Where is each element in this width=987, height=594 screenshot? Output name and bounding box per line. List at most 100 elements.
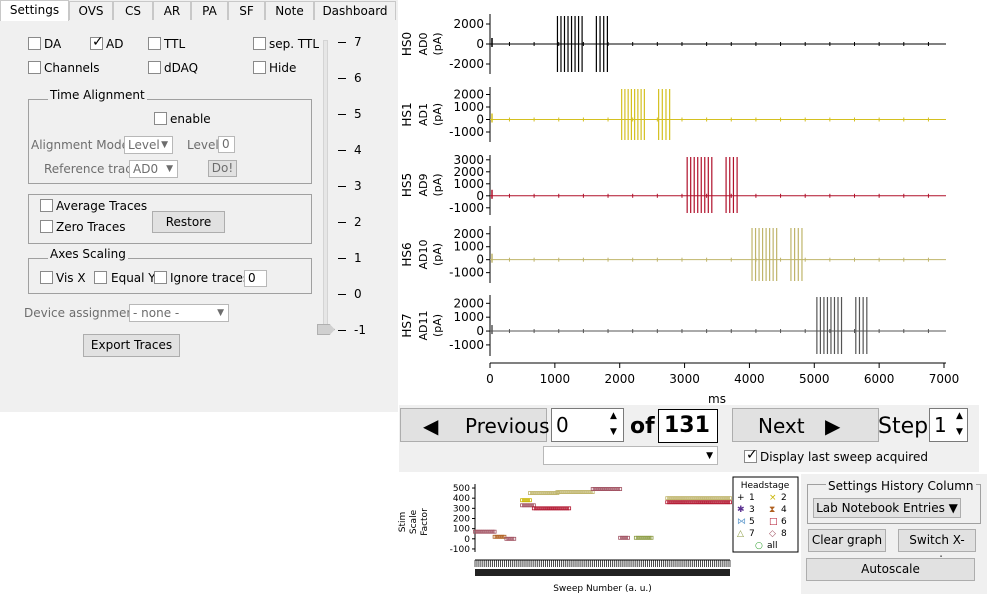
tab-sf[interactable]: SF xyxy=(228,1,265,20)
lab-notebook-entries-button[interactable]: Lab Notebook Entries ▼ xyxy=(813,498,961,518)
data-point xyxy=(565,506,570,511)
device-assignment-select[interactable]: - none - ▼ xyxy=(129,304,229,322)
tab-pa[interactable]: PA xyxy=(191,1,228,20)
previous-button[interactable]: ◀ Previous xyxy=(400,408,550,442)
y-axis-label: Scale xyxy=(409,509,419,534)
y-tick-label: 2000 xyxy=(453,227,484,241)
do-alignment-button[interactable]: Do! xyxy=(208,160,237,177)
spin-down-icon[interactable]: ▼ xyxy=(610,427,617,437)
data-point xyxy=(684,500,689,505)
legend-entry: 3 xyxy=(749,505,755,515)
equal-y-checkbox[interactable] xyxy=(94,271,107,284)
tab-ovs[interactable]: OVS xyxy=(69,1,113,20)
data-point xyxy=(694,500,699,505)
alignment-enable-checkbox[interactable] xyxy=(154,112,167,125)
ad-checkbox[interactable]: ✓ xyxy=(90,34,104,50)
channels-checkbox[interactable] xyxy=(28,61,41,74)
level-input[interactable]: 0 xyxy=(218,136,235,153)
data-point xyxy=(686,496,691,501)
settings-history-panel: Settings History Column Lab Notebook Ent… xyxy=(801,474,987,594)
switch-x-axis-button[interactable]: Switch X-axis xyxy=(898,529,976,568)
step-input[interactable]: 1 ▲ ▼ xyxy=(929,408,968,442)
spin-up-icon[interactable]: ▲ xyxy=(956,411,963,421)
data-point xyxy=(726,496,730,501)
y-tick-label: 1000 xyxy=(453,177,484,191)
zero-traces-checkbox[interactable] xyxy=(40,220,53,233)
slider-track[interactable] xyxy=(323,40,328,332)
axes-scaling-title: Axes Scaling xyxy=(48,247,128,261)
sweep-number-input[interactable]: 0 ▲ ▼ xyxy=(551,408,624,442)
x-tick-label: 2000 xyxy=(604,372,635,386)
tab-cs[interactable]: CS xyxy=(113,1,153,20)
spin-up-icon[interactable]: ▲ xyxy=(610,411,617,421)
legend-box xyxy=(732,476,799,553)
tab-note[interactable]: Note xyxy=(265,1,314,20)
hide-checkbox[interactable] xyxy=(253,61,266,74)
ignore-traces-input[interactable]: 0 xyxy=(244,270,267,287)
vis-x-checkbox[interactable] xyxy=(40,271,53,284)
data-point xyxy=(588,490,593,494)
data-point xyxy=(543,506,548,511)
da-label: DA xyxy=(44,37,62,51)
legend-symbol: + xyxy=(737,493,745,503)
next-label: Next xyxy=(758,414,805,438)
tab-ar[interactable]: AR xyxy=(153,1,191,20)
data-point xyxy=(624,535,628,540)
average-traces-checkbox[interactable] xyxy=(40,199,53,212)
ignore-traces-checkbox[interactable] xyxy=(154,271,167,284)
data-point xyxy=(710,500,715,505)
data-point xyxy=(492,534,497,539)
ignore-traces-label: Ignore traces xyxy=(170,271,250,285)
y-tick-label: -1000 xyxy=(449,125,484,139)
da-checkbox[interactable] xyxy=(28,37,41,50)
data-point xyxy=(584,490,589,494)
slider-tick xyxy=(338,42,346,43)
slider-tick-label: 6 xyxy=(354,71,362,85)
reference-trace-select[interactable]: AD0 ▼ xyxy=(129,160,178,178)
step-value: 1 xyxy=(934,413,947,437)
x-tick-label: 0 xyxy=(486,372,494,386)
slider-handle[interactable] xyxy=(317,324,335,335)
ttl-checkbox[interactable] xyxy=(148,37,161,50)
spin-down-icon[interactable]: ▼ xyxy=(956,427,963,437)
average-traces-label: Average Traces xyxy=(56,199,148,213)
data-point xyxy=(596,487,601,491)
data-point xyxy=(510,536,515,541)
headstage-label: HS7 xyxy=(400,313,414,337)
tab-settings[interactable]: Settings xyxy=(0,0,69,21)
data-point xyxy=(547,491,552,496)
data-point xyxy=(526,498,530,503)
ddaq-checkbox[interactable] xyxy=(148,61,161,74)
chevron-down-icon: ▼ xyxy=(161,140,168,150)
sweep-selector-dropdown[interactable]: ▼ xyxy=(543,446,718,465)
data-point xyxy=(722,500,727,505)
clear-graph-button[interactable]: Clear graph xyxy=(808,529,886,552)
data-point xyxy=(520,498,524,503)
check-icon: ✓ xyxy=(746,447,758,463)
x-axis: 0 1000 2000 3000 4000 5000 6000 7000 ms xyxy=(486,362,960,405)
ad-label: AD xyxy=(106,37,124,51)
data-point xyxy=(677,496,681,501)
data-point xyxy=(700,500,705,505)
data-point xyxy=(535,506,540,511)
sep-ttl-checkbox[interactable] xyxy=(253,37,266,50)
export-traces-button[interactable]: Export Traces xyxy=(83,334,180,357)
data-point xyxy=(667,500,672,505)
legend-symbol: ◇ xyxy=(769,529,776,539)
autoscale-button[interactable]: Autoscale xyxy=(806,558,975,581)
data-point xyxy=(720,496,725,501)
axes-scaling-group xyxy=(28,258,312,294)
restore-button[interactable]: Restore xyxy=(152,211,225,233)
x-tick-label: 7000 xyxy=(929,372,960,386)
alignment-mode-select[interactable]: Level ▼ xyxy=(124,136,173,154)
display-last-sweep-checkbox[interactable]: ✓ xyxy=(744,447,758,463)
data-point xyxy=(480,529,485,534)
next-button[interactable]: Next ▶ xyxy=(732,408,879,442)
data-point xyxy=(622,535,626,540)
data-point xyxy=(665,500,670,505)
legend-symbol: △ xyxy=(737,529,744,539)
tab-dashboard[interactable]: Dashboard xyxy=(314,1,396,20)
data-point xyxy=(673,496,677,501)
